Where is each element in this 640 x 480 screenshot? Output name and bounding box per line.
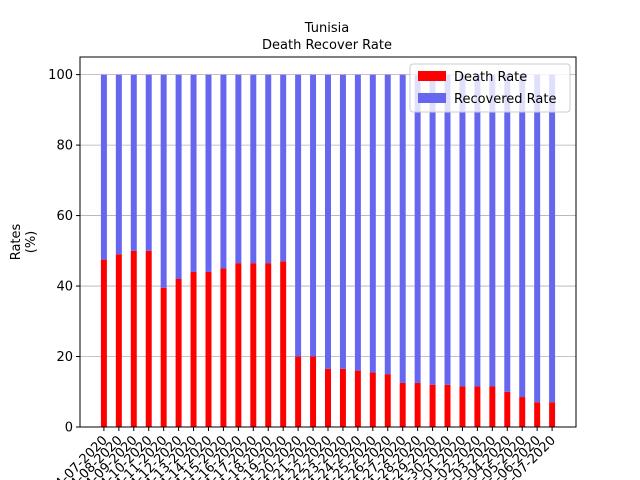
chart-subtitle: Death Recover Rate: [262, 38, 392, 53]
bar-segment: [130, 250, 137, 427]
bar-segment: [504, 74, 511, 392]
bar-segment: [130, 74, 137, 251]
bar-segment: [399, 74, 406, 383]
bar-segment: [384, 74, 391, 375]
bar-segment: [295, 74, 302, 357]
bar-segment: [295, 356, 302, 427]
bar-segment: [534, 402, 541, 427]
bar-segment: [235, 74, 242, 264]
bar-segment: [444, 384, 451, 427]
bar-segment: [325, 368, 331, 427]
bar-segment: [354, 370, 361, 427]
bar-segment: [250, 74, 257, 264]
bar-segment: [399, 382, 406, 427]
y-tick-label: 60: [56, 209, 73, 224]
bar-segment: [235, 263, 242, 427]
y-axis-label-line: Rates: [9, 223, 24, 260]
bar-segment: [384, 374, 391, 427]
bar-segment: [414, 382, 421, 427]
legend-box: [409, 63, 571, 113]
y-tick-label: 0: [65, 421, 73, 436]
bar-segment: [175, 74, 182, 279]
bar-segment: [474, 386, 481, 427]
bar-segment: [339, 74, 346, 369]
bar-segment: [115, 254, 122, 427]
bar-segment: [160, 74, 167, 288]
bar-segment: [310, 356, 317, 427]
bar-segment: [205, 271, 212, 427]
y-tick-label: 80: [56, 139, 73, 154]
chart-title: Tunisia: [304, 21, 349, 36]
bar-segment: [250, 263, 257, 427]
bar-segment: [414, 74, 421, 383]
bar-segment: [265, 263, 272, 427]
bar-segment: [534, 74, 541, 403]
bar-segment: [459, 74, 466, 387]
bar-segment: [265, 74, 272, 264]
bar-segment: [190, 74, 197, 272]
bar-segment: [549, 402, 556, 427]
bar-segment: [429, 74, 436, 385]
bar-segment: [459, 386, 466, 427]
bar-segment: [145, 74, 152, 251]
bar-segment: [369, 372, 376, 427]
bar-segment: [519, 397, 526, 427]
bar-segment: [145, 250, 152, 427]
bar-segment: [175, 279, 182, 427]
bar-segment: [100, 259, 107, 427]
bar-segment: [354, 74, 361, 371]
y-tick-label: 20: [56, 350, 73, 365]
bar-segment: [369, 74, 376, 373]
legend-label: Recovered Rate: [454, 92, 557, 107]
bar-segment: [489, 386, 496, 427]
bar-segment: [160, 287, 167, 427]
plot-frame: [79, 56, 577, 428]
bar-segment: [280, 261, 287, 427]
bar-segment: [444, 74, 451, 385]
bar-segment: [519, 74, 526, 398]
bar-segment: [504, 391, 511, 427]
y-tick-label: 100: [48, 68, 73, 83]
bar-segment: [220, 268, 227, 427]
bar-segment: [325, 74, 331, 369]
legend-label: Death Rate: [454, 70, 527, 85]
bar-segment: [474, 74, 481, 387]
legend-swatch: [418, 93, 446, 103]
bar-segment: [280, 74, 287, 262]
bar-segment: [489, 74, 496, 387]
y-tick-label: 40: [56, 280, 73, 295]
bar-segment: [100, 74, 107, 260]
bar-segment: [115, 74, 122, 255]
legend-swatch: [418, 71, 446, 81]
y-axis-label: Rates(%): [9, 223, 39, 260]
bar-segment: [190, 271, 197, 427]
bar-segment: [549, 74, 556, 403]
bar-segment: [220, 74, 227, 269]
bar-segment: [339, 368, 346, 427]
bar-segment: [310, 74, 317, 357]
bar-segment: [205, 74, 212, 272]
y-axis-label-line: (%): [24, 231, 39, 254]
bar-segment: [429, 384, 436, 427]
